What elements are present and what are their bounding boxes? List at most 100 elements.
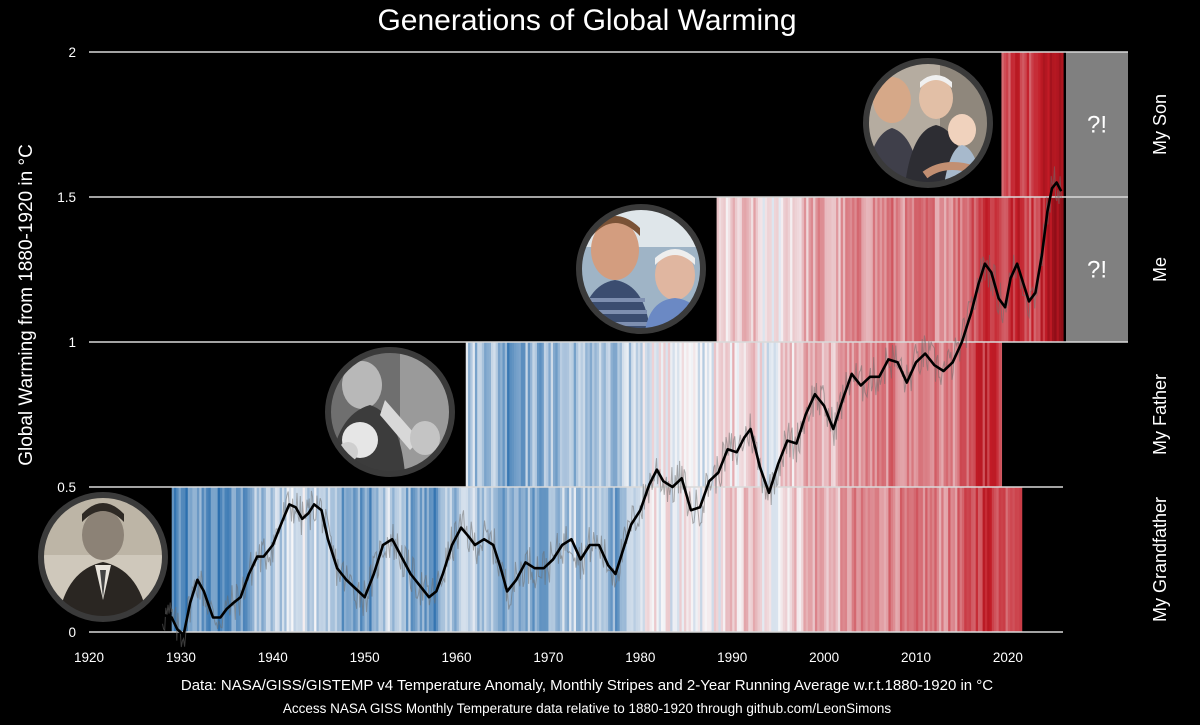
stripe [955,342,958,487]
stripe [594,487,598,632]
stripe [491,342,494,487]
stripe [860,487,864,632]
stripe [732,197,736,342]
stripe [488,342,492,487]
stripe [893,197,897,342]
stripe [785,197,789,342]
stripe [734,342,738,487]
stripe [1049,52,1053,197]
stripe [217,487,221,632]
stripe [635,342,639,487]
stripe [819,342,823,487]
x-tick-label: 1950 [350,650,380,665]
stripe [759,342,763,487]
stripe [672,342,676,487]
stripe [642,342,646,487]
stripe [633,342,637,487]
stripe [318,487,322,632]
stripe [261,487,265,632]
stripe [941,197,945,342]
stripe [852,197,856,342]
stripe [826,197,830,342]
stripe [975,342,979,487]
stripe [293,487,297,632]
stripe [513,342,517,487]
stripe [711,342,715,487]
stripe [853,342,857,487]
stripe [704,487,708,632]
stripe [927,342,931,487]
stripe [955,197,959,342]
stripe [470,342,474,487]
stripe [555,487,559,632]
stripe [667,342,671,487]
stripe [891,197,895,342]
stripe [546,342,550,487]
stripe [654,487,657,632]
stripe [859,197,862,342]
stripe [957,487,961,632]
temperature-stripes [171,52,1064,632]
stripe [957,342,961,487]
stripe [190,487,193,632]
stripe [688,342,692,487]
future-note: ?! [1087,112,1107,139]
stripe [886,487,890,632]
stripe [187,487,191,632]
stripe [576,342,579,487]
x-tick-label: 2020 [993,650,1023,665]
stripe [895,197,899,342]
stripe [360,487,363,632]
stripe [943,342,947,487]
stripe [794,487,798,632]
stripe [934,342,938,487]
stripe [509,487,513,632]
band-label: My Grandfather [1150,497,1170,622]
x-tick-label: 1970 [533,650,563,665]
stripe [651,487,655,632]
stripe [288,487,292,632]
stripe [339,487,343,632]
stripe [768,342,772,487]
stripe [796,197,800,342]
stripe [1054,197,1058,342]
stripe [201,487,205,632]
stripe [959,487,963,632]
stripe [1061,52,1064,197]
stripe [683,487,687,632]
stripe [1019,197,1023,342]
stripe [994,342,997,487]
stripe [180,487,184,632]
stripe [426,487,430,632]
stripe [1010,197,1014,342]
stripe [1040,197,1044,342]
stripe [783,197,787,342]
stripe [826,487,830,632]
stripe [934,197,938,342]
stripe [592,487,595,632]
stripe [755,197,759,342]
stripe [925,342,929,487]
stripe [686,342,690,487]
stripe [357,487,361,632]
stripe [822,197,826,342]
stripe [999,197,1003,342]
stripe [1014,487,1018,632]
stripe [757,487,761,632]
stripe [281,487,285,632]
stripe [776,197,780,342]
stripe [176,487,180,632]
stripe [1003,197,1007,342]
stripe [713,487,717,632]
stripe [867,342,871,487]
stripe [1008,197,1012,342]
stripe [470,487,474,632]
stripe [479,342,483,487]
stripe [394,487,398,632]
stripe [750,342,754,487]
stripe [991,342,995,487]
stripe [867,487,871,632]
stripe [203,487,207,632]
stripe [1022,197,1026,342]
stripe [1029,197,1032,342]
